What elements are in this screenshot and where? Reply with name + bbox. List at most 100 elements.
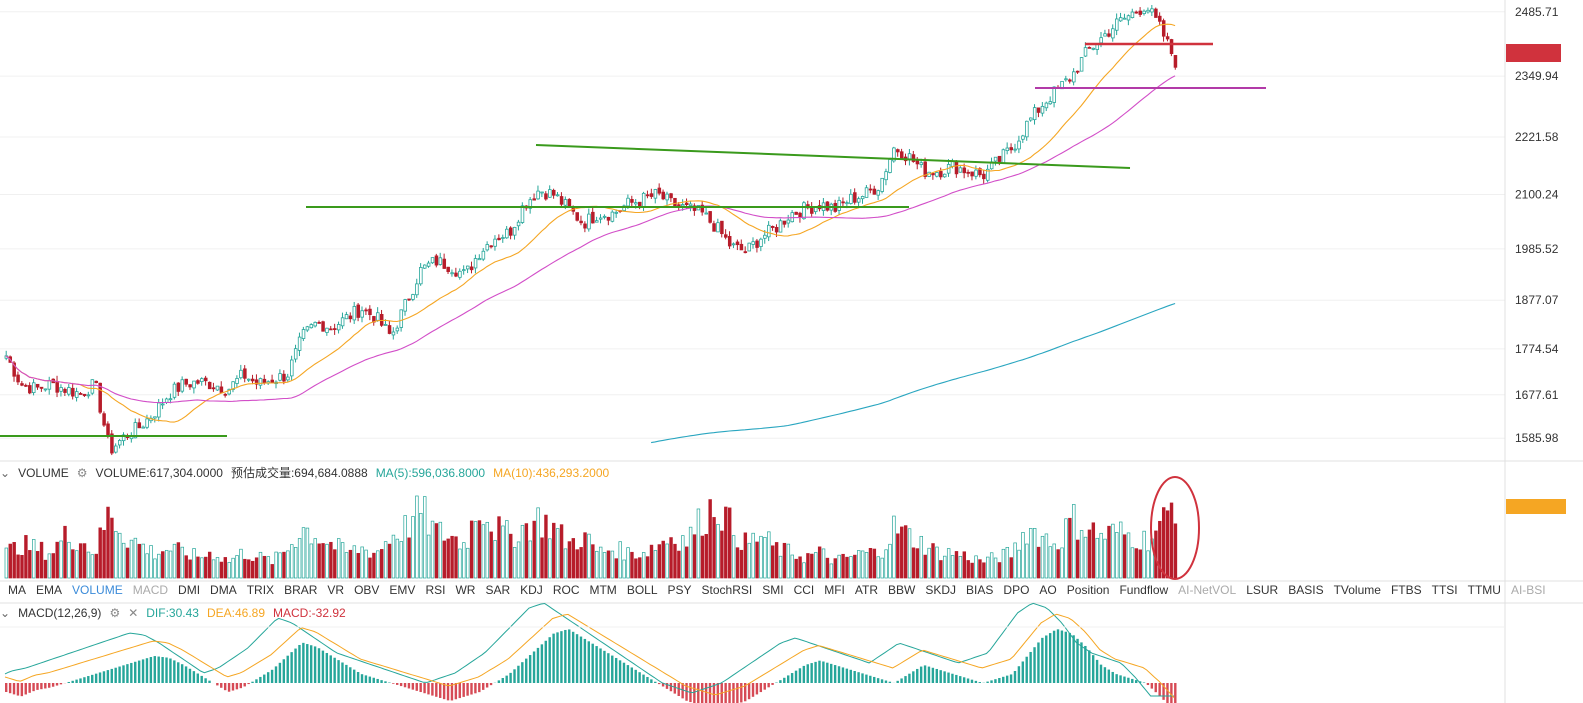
volume-bar bbox=[1146, 550, 1150, 579]
indicator-tab-volume[interactable]: VOLUME bbox=[72, 583, 123, 597]
candle-body bbox=[278, 373, 282, 381]
indicator-tab-fundflow[interactable]: Fundflow bbox=[1119, 583, 1169, 597]
candle-body bbox=[630, 199, 634, 203]
volume-bar bbox=[450, 535, 454, 579]
indicator-tab-ma[interactable]: MA bbox=[8, 583, 26, 597]
macd-bar bbox=[888, 681, 892, 683]
candle-body bbox=[786, 219, 791, 224]
volume-bar bbox=[989, 552, 994, 579]
candle-body bbox=[184, 378, 188, 385]
candle-body bbox=[1009, 147, 1013, 151]
macd-bar bbox=[544, 640, 547, 683]
indicator-tab-ai-netvol[interactable]: AI-NetVOL bbox=[1178, 583, 1237, 597]
indicator-tab-atr[interactable]: ATR bbox=[854, 583, 879, 597]
macd-bar bbox=[126, 664, 129, 683]
indicator-tab-dma[interactable]: DMA bbox=[210, 583, 237, 597]
indicator-tab-psy[interactable]: PSY bbox=[667, 583, 692, 597]
indicator-tab-smi[interactable]: SMI bbox=[762, 583, 784, 597]
macd-bar bbox=[470, 683, 473, 695]
indicator-tab-brar[interactable]: BRAR bbox=[284, 583, 318, 597]
macd-bar bbox=[153, 656, 156, 683]
volume-bar bbox=[227, 562, 231, 579]
macd-bar bbox=[396, 683, 399, 685]
indicator-tab-ao[interactable]: AO bbox=[1039, 583, 1057, 597]
indicator-tab-ai-bsi[interactable]: AI-BSI bbox=[1510, 583, 1546, 597]
macd-value: MACD:-32.92 bbox=[273, 606, 346, 620]
indicator-tab-vr[interactable]: VR bbox=[327, 583, 345, 597]
volume-bar bbox=[696, 508, 701, 579]
settings-gear-icon[interactable]: ⚙ bbox=[109, 606, 121, 620]
indicator-tab-stochrsi[interactable]: StochRSI bbox=[701, 583, 753, 597]
candle-body bbox=[892, 147, 896, 162]
indicator-tab-obv[interactable]: OBV bbox=[354, 583, 380, 597]
indicator-tab-tvolume[interactable]: TVolume bbox=[1333, 583, 1381, 597]
candle-body bbox=[1169, 39, 1174, 54]
macd-bar bbox=[431, 683, 434, 696]
collapse-chevron-icon[interactable]: ⌄ bbox=[0, 466, 11, 480]
candle-body bbox=[485, 244, 490, 251]
macd-bar bbox=[743, 683, 747, 702]
volume-bar bbox=[544, 514, 548, 579]
volume-bar bbox=[888, 543, 892, 579]
indicator-tab-mtm[interactable]: MTM bbox=[589, 583, 617, 597]
candle-body bbox=[1118, 17, 1123, 22]
indicator-tab-bias[interactable]: BIAS bbox=[966, 583, 994, 597]
volume-bar bbox=[798, 556, 802, 579]
candle-body bbox=[239, 369, 243, 379]
indicator-tab-roc[interactable]: ROC bbox=[552, 583, 580, 597]
indicator-tab-ema[interactable]: EMA bbox=[36, 583, 63, 597]
indicator-tab-mfi[interactable]: MFI bbox=[824, 583, 845, 597]
collapse-chevron-icon[interactable]: ⌄ bbox=[0, 606, 11, 620]
indicator-tab-macd[interactable]: MACD bbox=[132, 583, 169, 597]
macd-bar bbox=[485, 683, 489, 688]
macd-bar bbox=[392, 683, 395, 684]
candle-body bbox=[677, 204, 681, 207]
indicator-tab-lsur[interactable]: LSUR bbox=[1246, 583, 1279, 597]
candle-body bbox=[638, 201, 642, 207]
indicator-tab-cci[interactable]: CCI bbox=[793, 583, 815, 597]
indicator-tab-skdj[interactable]: SKDJ bbox=[925, 583, 957, 597]
indicator-tab-rsi[interactable]: RSI bbox=[425, 583, 446, 597]
indicator-tab-bbw[interactable]: BBW bbox=[888, 583, 916, 597]
candle-body bbox=[704, 212, 709, 215]
close-icon[interactable]: ✕ bbox=[128, 606, 139, 620]
candle-body bbox=[888, 159, 892, 173]
indicator-tab-emv[interactable]: EMV bbox=[389, 583, 416, 597]
candle-body bbox=[258, 378, 263, 386]
macd-bar bbox=[822, 661, 825, 683]
macd-bar bbox=[352, 669, 356, 683]
indicator-tab-basis[interactable]: BASIS bbox=[1288, 583, 1324, 597]
macd-bar bbox=[841, 667, 845, 683]
indicator-tab-ftbs[interactable]: FTBS bbox=[1390, 583, 1422, 597]
indicator-tab-boll[interactable]: BOLL bbox=[626, 583, 658, 597]
indicator-tab-ttsi[interactable]: TTSI bbox=[1431, 583, 1458, 597]
volume-bar bbox=[841, 553, 845, 579]
settings-gear-icon[interactable]: ⚙ bbox=[76, 466, 88, 480]
macd-bar bbox=[87, 676, 90, 683]
indicator-tab-ttmu[interactable]: TTMU bbox=[1467, 583, 1501, 597]
volume-bar bbox=[884, 549, 888, 579]
volume-bar bbox=[59, 540, 63, 579]
indicator-tab-kdj[interactable]: KDJ bbox=[520, 583, 543, 597]
candle-body bbox=[231, 381, 235, 390]
candle-body bbox=[798, 212, 802, 218]
macd-bar bbox=[368, 676, 372, 683]
indicator-tab-dmi[interactable]: DMI bbox=[178, 583, 201, 597]
indicator-tab-trix[interactable]: TRIX bbox=[246, 583, 275, 597]
indicator-tab-dpo[interactable]: DPO bbox=[1003, 583, 1030, 597]
macd-bar bbox=[990, 680, 993, 683]
macd-bar bbox=[505, 675, 508, 683]
volume-bar bbox=[39, 541, 44, 579]
volume-bar bbox=[168, 550, 173, 579]
macd-panel-name: MACD(12,26,9) bbox=[18, 606, 102, 620]
volume-bar bbox=[317, 543, 321, 579]
volume-bar bbox=[1075, 539, 1080, 579]
candle-body bbox=[55, 381, 59, 393]
candle-body bbox=[12, 362, 16, 377]
indicator-tab-wr[interactable]: WR bbox=[455, 583, 476, 597]
volume-bar bbox=[387, 543, 392, 579]
indicator-tab-sar[interactable]: SAR bbox=[485, 583, 511, 597]
volume-current-tag bbox=[1506, 499, 1566, 514]
indicator-tab-position[interactable]: Position bbox=[1066, 583, 1110, 597]
